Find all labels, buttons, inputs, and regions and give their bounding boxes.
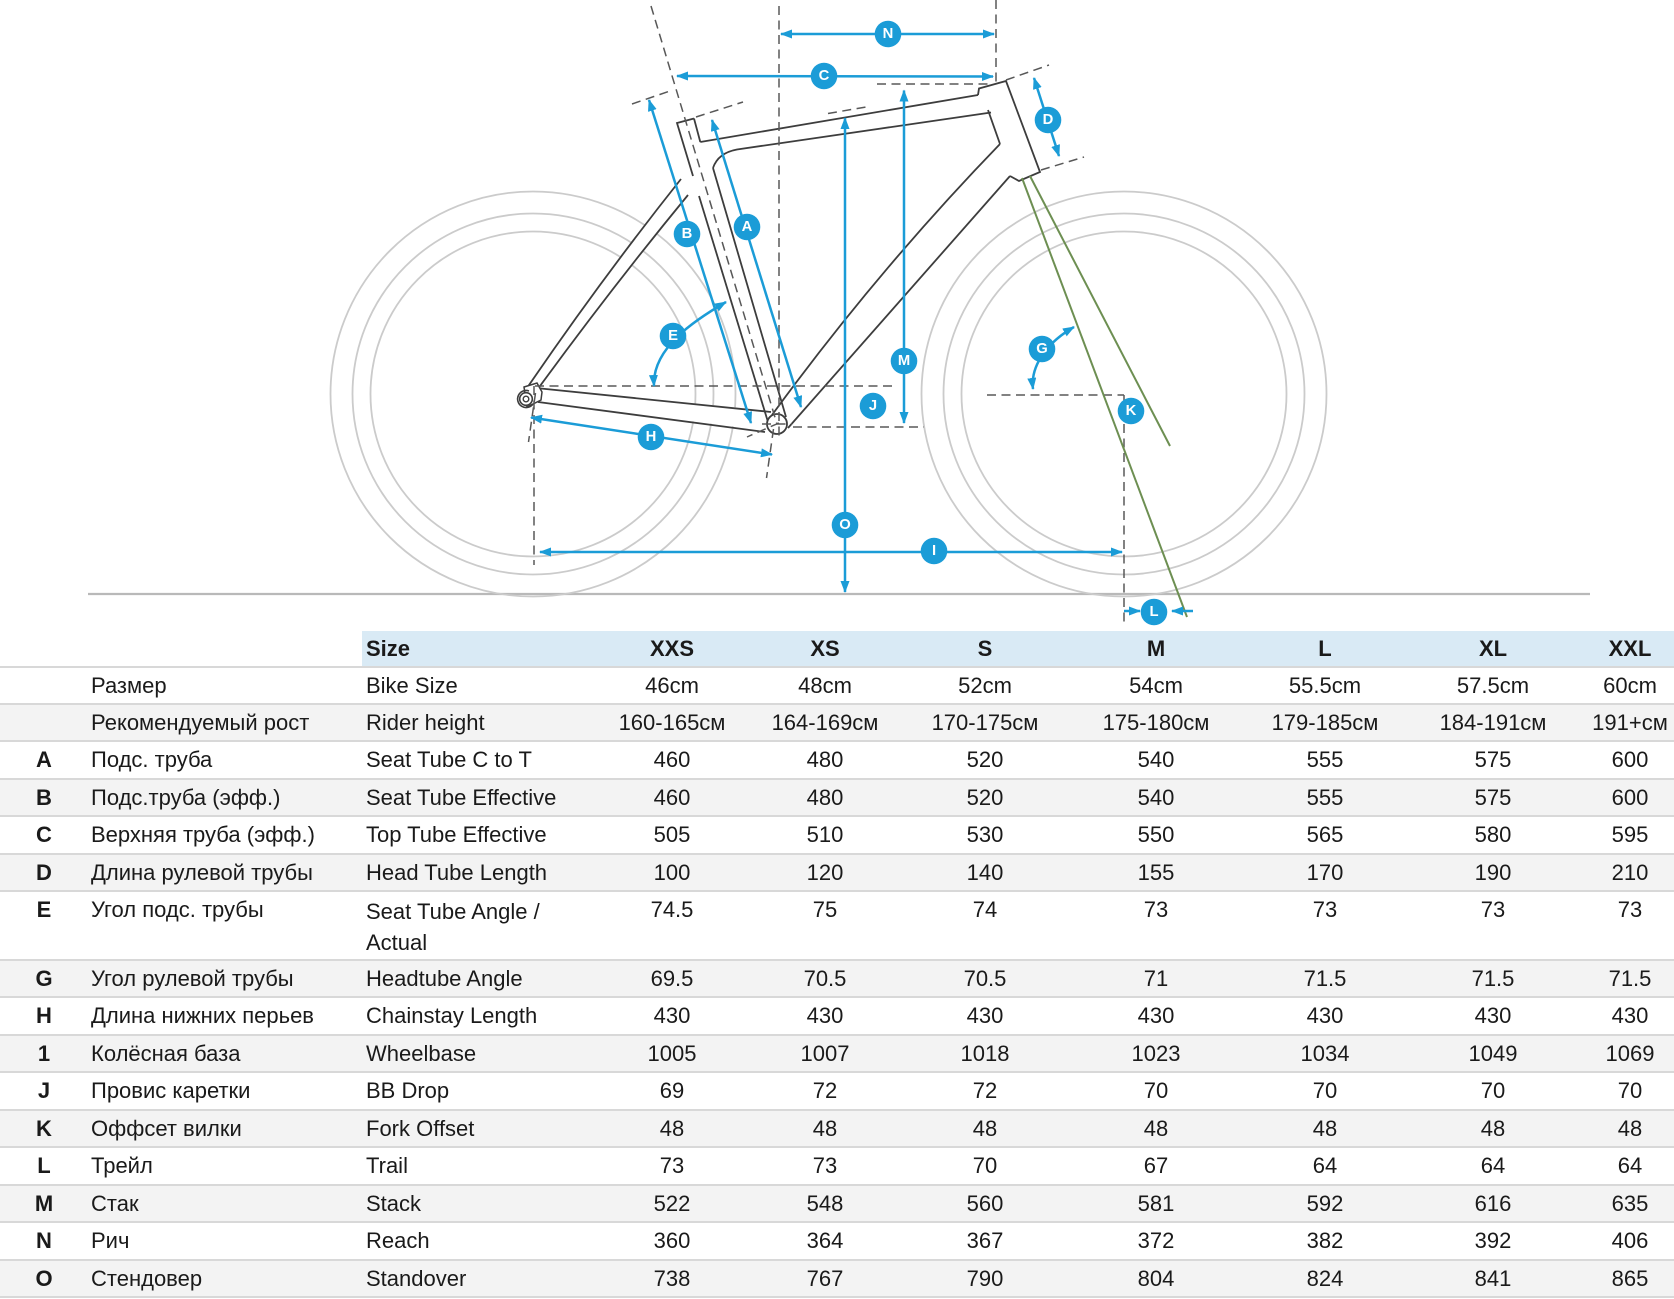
- svg-text:M: M: [898, 353, 910, 369]
- svg-text:J: J: [869, 398, 877, 414]
- svg-text:N: N: [883, 26, 894, 42]
- svg-text:O: O: [839, 517, 851, 533]
- svg-text:I: I: [932, 543, 936, 559]
- svg-text:C: C: [819, 68, 830, 84]
- svg-text:A: A: [742, 219, 753, 235]
- svg-text:H: H: [646, 429, 657, 445]
- svg-text:E: E: [668, 328, 678, 344]
- svg-text:B: B: [682, 226, 693, 242]
- svg-text:L: L: [1149, 604, 1158, 620]
- svg-text:D: D: [1043, 112, 1054, 128]
- svg-text:G: G: [1036, 341, 1048, 357]
- svg-text:K: K: [1126, 403, 1137, 419]
